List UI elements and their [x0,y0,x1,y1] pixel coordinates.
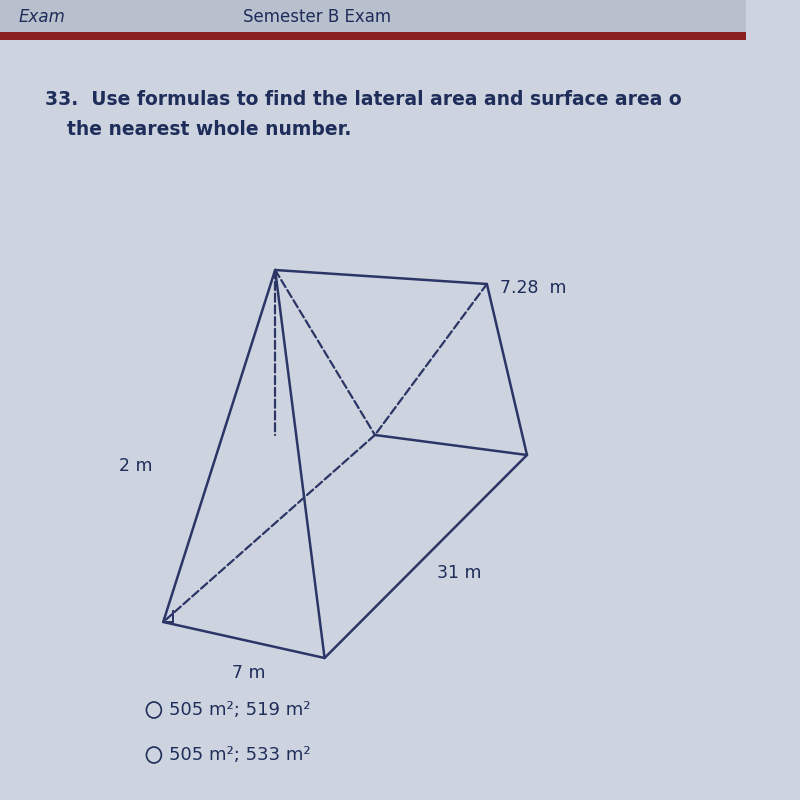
Text: 505 m²; 533 m²: 505 m²; 533 m² [169,746,310,764]
Text: the nearest whole number.: the nearest whole number. [67,120,351,139]
Text: 505 m²; 519 m²: 505 m²; 519 m² [169,701,310,719]
Text: Semester B Exam: Semester B Exam [242,8,390,26]
FancyBboxPatch shape [0,0,746,32]
Text: Exam: Exam [18,8,66,26]
Text: 31 m: 31 m [437,565,482,582]
FancyBboxPatch shape [0,32,746,40]
Text: 33.  Use formulas to find the lateral area and surface area o: 33. Use formulas to find the lateral are… [45,90,682,109]
Text: 7 m: 7 m [232,664,266,682]
Text: 2 m: 2 m [118,457,152,475]
Text: 7.28  m: 7.28 m [500,279,566,297]
